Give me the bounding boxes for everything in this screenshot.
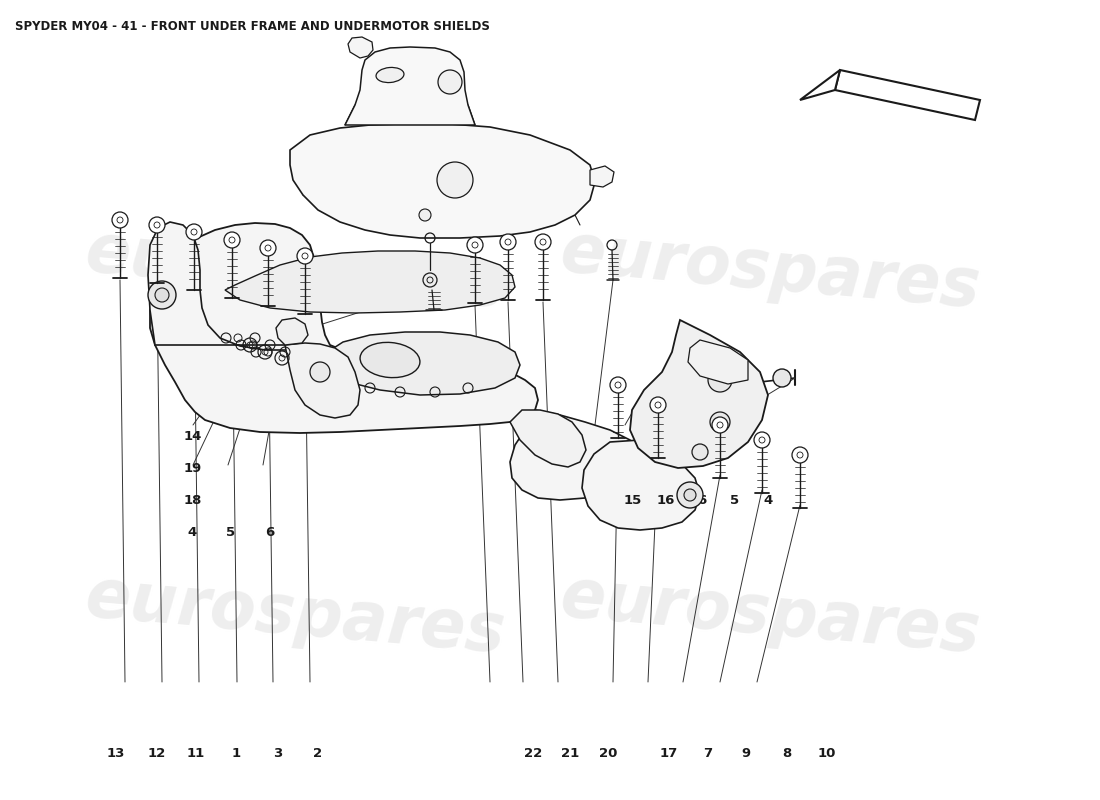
Circle shape xyxy=(148,281,176,309)
Polygon shape xyxy=(345,47,475,125)
Text: 16: 16 xyxy=(657,494,674,506)
Polygon shape xyxy=(148,222,320,350)
Text: eurospares: eurospares xyxy=(558,564,982,666)
Polygon shape xyxy=(590,166,614,187)
Polygon shape xyxy=(835,70,980,120)
Circle shape xyxy=(468,237,483,253)
Polygon shape xyxy=(800,70,840,100)
Text: 11: 11 xyxy=(187,747,205,760)
Ellipse shape xyxy=(376,67,404,82)
Polygon shape xyxy=(510,410,640,500)
Ellipse shape xyxy=(360,342,420,378)
Text: 12: 12 xyxy=(147,747,165,760)
Polygon shape xyxy=(348,37,373,58)
Text: 4: 4 xyxy=(188,526,197,538)
Polygon shape xyxy=(320,332,520,395)
Text: 7: 7 xyxy=(703,747,712,760)
Circle shape xyxy=(419,209,431,221)
Text: 17: 17 xyxy=(660,747,678,760)
Circle shape xyxy=(260,240,276,256)
Circle shape xyxy=(708,368,732,392)
Text: 3: 3 xyxy=(273,747,282,760)
Circle shape xyxy=(438,70,462,94)
Circle shape xyxy=(710,412,730,432)
Text: 15: 15 xyxy=(624,494,641,506)
Polygon shape xyxy=(150,223,538,433)
Polygon shape xyxy=(290,124,595,238)
Polygon shape xyxy=(510,410,586,467)
Circle shape xyxy=(792,447,808,463)
Text: 20: 20 xyxy=(600,747,617,760)
Circle shape xyxy=(712,417,728,433)
Polygon shape xyxy=(285,343,360,418)
Text: 8: 8 xyxy=(782,747,791,760)
Text: 6: 6 xyxy=(697,494,706,506)
Polygon shape xyxy=(688,340,748,384)
Text: 2: 2 xyxy=(314,747,322,760)
Text: 5: 5 xyxy=(730,494,739,506)
Polygon shape xyxy=(276,318,308,345)
Circle shape xyxy=(684,489,696,501)
Circle shape xyxy=(155,288,169,302)
Circle shape xyxy=(754,432,770,448)
Text: 5: 5 xyxy=(227,526,235,538)
Circle shape xyxy=(148,217,165,233)
Text: 18: 18 xyxy=(184,494,201,506)
Circle shape xyxy=(773,369,791,387)
Text: 22: 22 xyxy=(525,747,542,760)
Text: eurospares: eurospares xyxy=(82,218,508,322)
Text: 6: 6 xyxy=(265,526,274,538)
Circle shape xyxy=(297,248,313,264)
Circle shape xyxy=(186,224,202,240)
Polygon shape xyxy=(582,440,700,530)
Circle shape xyxy=(224,232,240,248)
Polygon shape xyxy=(226,251,515,313)
Circle shape xyxy=(310,362,330,382)
Text: 9: 9 xyxy=(741,747,750,760)
Text: 19: 19 xyxy=(184,462,201,474)
Circle shape xyxy=(437,162,473,198)
Circle shape xyxy=(112,212,128,228)
Text: eurospares: eurospares xyxy=(558,218,982,322)
Text: 13: 13 xyxy=(107,747,124,760)
Circle shape xyxy=(610,377,626,393)
Circle shape xyxy=(692,444,708,460)
Polygon shape xyxy=(630,320,768,468)
Text: 21: 21 xyxy=(561,747,579,760)
Circle shape xyxy=(500,234,516,250)
Text: SPYDER MY04 - 41 - FRONT UNDER FRAME AND UNDERMOTOR SHIELDS: SPYDER MY04 - 41 - FRONT UNDER FRAME AND… xyxy=(15,20,489,33)
Circle shape xyxy=(535,234,551,250)
Circle shape xyxy=(650,397,666,413)
Text: 10: 10 xyxy=(818,747,836,760)
Text: eurospares: eurospares xyxy=(82,564,508,666)
Text: 14: 14 xyxy=(184,430,201,442)
Circle shape xyxy=(676,482,703,508)
Text: 4: 4 xyxy=(763,494,772,506)
Text: 1: 1 xyxy=(232,747,241,760)
